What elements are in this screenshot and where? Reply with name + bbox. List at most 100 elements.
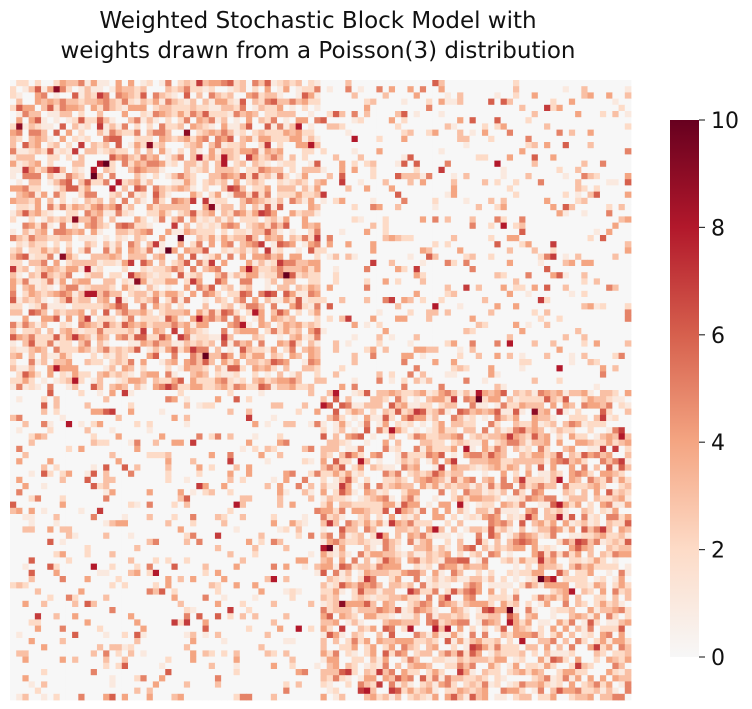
heatmap-cell: [438, 278, 446, 285]
heatmap-cell: [438, 185, 446, 192]
heatmap-cell: [506, 197, 514, 205]
heatmap-cell: [289, 259, 297, 267]
heatmap-cell: [183, 204, 191, 211]
heatmap-cell: [332, 309, 340, 316]
heatmap-cell: [196, 365, 203, 372]
heatmap-cell: [264, 166, 272, 174]
heatmap-cell: [438, 315, 446, 323]
heatmap-cell: [208, 253, 216, 261]
heatmap-cell: [413, 309, 421, 316]
heatmap-cell: [444, 117, 452, 124]
heatmap-cell: [568, 160, 576, 168]
heatmap-cell: [357, 377, 365, 385]
heatmap-cell: [134, 259, 141, 267]
heatmap-cell: [28, 377, 36, 385]
heatmap-cell: [525, 216, 533, 223]
heatmap-cell: [494, 185, 501, 192]
heatmap-cell: [606, 278, 613, 285]
heatmap-cell: [41, 377, 48, 385]
heatmap-cell: [159, 210, 166, 217]
heatmap-cell: [587, 253, 595, 261]
heatmap-cell: [109, 92, 116, 99]
heatmap-cell: [47, 365, 54, 372]
heatmap-cell: [258, 210, 266, 217]
heatmap-cell: [127, 371, 135, 378]
heatmap-cell: [152, 98, 160, 106]
heatmap-cell: [289, 235, 297, 242]
heatmap-cell: [115, 352, 123, 360]
heatmap-cell: [370, 222, 377, 230]
heatmap-cell: [109, 241, 116, 248]
heatmap-cell: [84, 352, 92, 360]
heatmap-cell: [506, 216, 514, 223]
heatmap-cell: [593, 135, 601, 143]
heatmap-cell: [96, 371, 104, 378]
heatmap-cell: [357, 197, 365, 205]
heatmap-cell: [196, 259, 203, 267]
heatmap-cell: [10, 371, 17, 378]
heatmap-cell: [283, 86, 290, 93]
heatmap-cell: [177, 303, 185, 310]
heatmap-cell: [59, 309, 67, 316]
heatmap-cell: [314, 309, 321, 316]
heatmap-cell: [612, 111, 619, 118]
heatmap-cell: [419, 321, 427, 329]
heatmap-cell: [127, 241, 135, 248]
heatmap-cell: [438, 321, 446, 329]
heatmap-cell: [599, 321, 607, 329]
heatmap-cell: [531, 241, 539, 248]
heatmap-cell: [624, 117, 632, 124]
heatmap-cell: [127, 315, 135, 323]
heatmap-cell: [127, 222, 135, 230]
heatmap-cell: [239, 359, 247, 366]
heatmap-cell: [34, 290, 42, 298]
heatmap-cell: [283, 371, 290, 378]
heatmap-cell: [401, 328, 408, 335]
heatmap-cell: [84, 204, 92, 211]
heatmap-cell: [568, 259, 576, 267]
heatmap-cell: [450, 365, 458, 372]
heatmap-cell: [227, 173, 234, 180]
heatmap-cell: [426, 309, 433, 316]
heatmap-cell: [624, 160, 632, 168]
heatmap-cell: [283, 173, 290, 180]
heatmap-cell: [183, 197, 191, 205]
heatmap-cell: [568, 123, 576, 130]
heatmap-cell: [171, 352, 179, 360]
heatmap-cell: [121, 247, 129, 254]
heatmap-cell: [115, 297, 123, 304]
heatmap-cell: [345, 309, 352, 316]
heatmap-cell: [245, 309, 253, 316]
heatmap-cell: [407, 334, 415, 341]
heatmap-cell: [351, 86, 359, 93]
heatmap-cell: [252, 80, 259, 87]
heatmap-cell: [432, 185, 439, 192]
heatmap-cell: [326, 352, 334, 360]
heatmap-cell: [314, 315, 321, 323]
heatmap-cell: [475, 247, 483, 254]
heatmap-cell: [165, 80, 172, 87]
heatmap-cell: [196, 383, 203, 391]
heatmap-cell: [177, 315, 185, 323]
heatmap-cell: [332, 160, 340, 168]
heatmap-cell: [84, 247, 92, 254]
heatmap-cell: [127, 86, 135, 93]
heatmap-cell: [208, 266, 216, 273]
heatmap-cell: [407, 179, 415, 186]
heatmap-cell: [252, 241, 259, 248]
heatmap-cell: [10, 297, 17, 304]
heatmap-cell: [258, 247, 266, 254]
heatmap-cell: [357, 123, 365, 130]
heatmap-cell: [146, 359, 154, 366]
heatmap-cell: [183, 160, 191, 168]
heatmap-cell: [134, 173, 141, 180]
heatmap-cell: [227, 80, 234, 87]
heatmap-cell: [65, 241, 73, 248]
heatmap-cell: [599, 123, 607, 130]
heatmap-cell: [171, 98, 179, 106]
heatmap-cell: [556, 377, 564, 385]
heatmap-cell: [587, 235, 595, 242]
heatmap-cell: [84, 241, 92, 248]
heatmap-cell: [146, 185, 154, 192]
heatmap-cell: [494, 315, 501, 323]
